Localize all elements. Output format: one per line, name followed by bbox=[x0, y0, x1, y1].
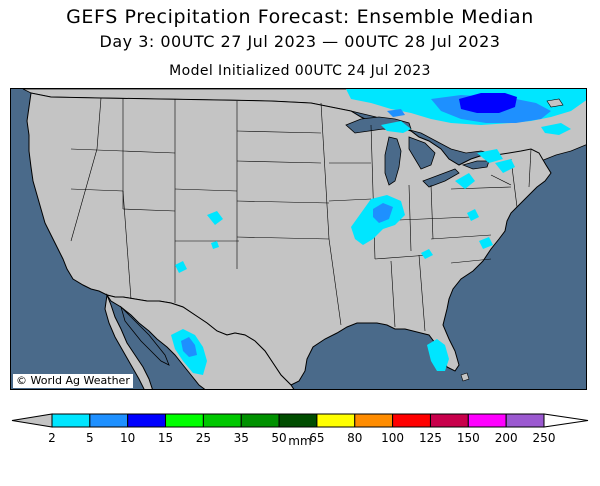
legend-tick-label: 125 bbox=[419, 431, 442, 445]
model-init-time: Model Initialized 00UTC 24 Jul 2023 bbox=[169, 63, 431, 79]
lake-huron bbox=[408, 136, 436, 170]
legend-tick-label: 250 bbox=[533, 431, 556, 445]
legend-swatch-6 bbox=[240, 413, 280, 428]
state-borders bbox=[70, 97, 532, 332]
legend-tick-label: 200 bbox=[495, 431, 518, 445]
map-canvas bbox=[11, 89, 586, 389]
legend-tick-label: 25 bbox=[196, 431, 211, 445]
legend-tick-label: 150 bbox=[457, 431, 480, 445]
legend-above-arrow bbox=[543, 413, 589, 428]
islands bbox=[460, 98, 564, 382]
legend-swatch-12 bbox=[467, 413, 507, 428]
lake-michigan bbox=[384, 136, 402, 186]
mexico-land bbox=[105, 294, 295, 389]
copyright-credit: © World Ag Weather bbox=[13, 374, 133, 388]
map-title: GEFS Precipitation Forecast: Ensemble Me… bbox=[66, 6, 534, 28]
legend-swatch-7 bbox=[278, 413, 318, 428]
legend-tick-label: 5 bbox=[86, 431, 94, 445]
legend-tick-label: 50 bbox=[271, 431, 286, 445]
baja-land bbox=[104, 293, 153, 389]
legend-swatch-1 bbox=[51, 413, 91, 428]
lake-erie bbox=[422, 168, 460, 188]
color-legend: 2 5 10 15 25 35 50 65 80 100 125 150 200 250 bbox=[11, 413, 589, 445]
legend-swatch-4 bbox=[165, 413, 204, 428]
legend-tick-label: 80 bbox=[347, 431, 362, 445]
legend-swatch-10 bbox=[392, 413, 431, 428]
precip-10-15mm bbox=[459, 93, 517, 113]
gulf-of-california bbox=[120, 305, 170, 366]
legend-unit: mm bbox=[288, 434, 312, 448]
legend-swatch-8 bbox=[316, 413, 356, 428]
legend-tick-label: 100 bbox=[381, 431, 404, 445]
forecast-period: Day 3: 00UTC 27 Jul 2023 — 00UTC 28 Jul … bbox=[99, 32, 501, 51]
legend-swatch-5 bbox=[202, 413, 242, 428]
precipitation-map: © World Ag Weather bbox=[10, 88, 587, 390]
legend-tick-label: 15 bbox=[158, 431, 173, 445]
legend-swatch-9 bbox=[354, 413, 394, 428]
legend-tick-label: 35 bbox=[234, 431, 249, 445]
legend-swatch-13 bbox=[505, 413, 545, 428]
legend-swatch-11 bbox=[429, 413, 469, 428]
legend-swatch-2 bbox=[89, 413, 129, 428]
legend-tick-label: 2 bbox=[48, 431, 56, 445]
legend-tick-label: 65 bbox=[309, 431, 324, 445]
lake-ontario bbox=[461, 160, 490, 170]
legend-swatch-3 bbox=[127, 413, 167, 428]
legend-tick-label: 10 bbox=[120, 431, 135, 445]
legend-below-arrow bbox=[11, 413, 53, 428]
